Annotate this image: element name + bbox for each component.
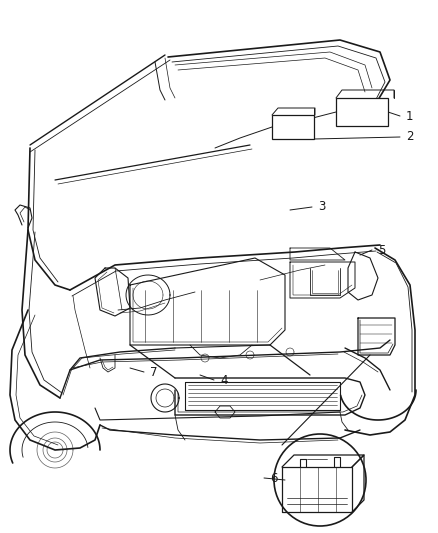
Text: 6: 6 xyxy=(270,472,278,484)
Text: 2: 2 xyxy=(406,131,413,143)
FancyBboxPatch shape xyxy=(336,98,388,126)
Text: 4: 4 xyxy=(220,374,227,386)
Text: 3: 3 xyxy=(318,200,325,214)
Text: 1: 1 xyxy=(406,109,413,123)
Text: 7: 7 xyxy=(150,366,158,378)
FancyBboxPatch shape xyxy=(272,115,314,139)
Text: 5: 5 xyxy=(378,244,385,256)
